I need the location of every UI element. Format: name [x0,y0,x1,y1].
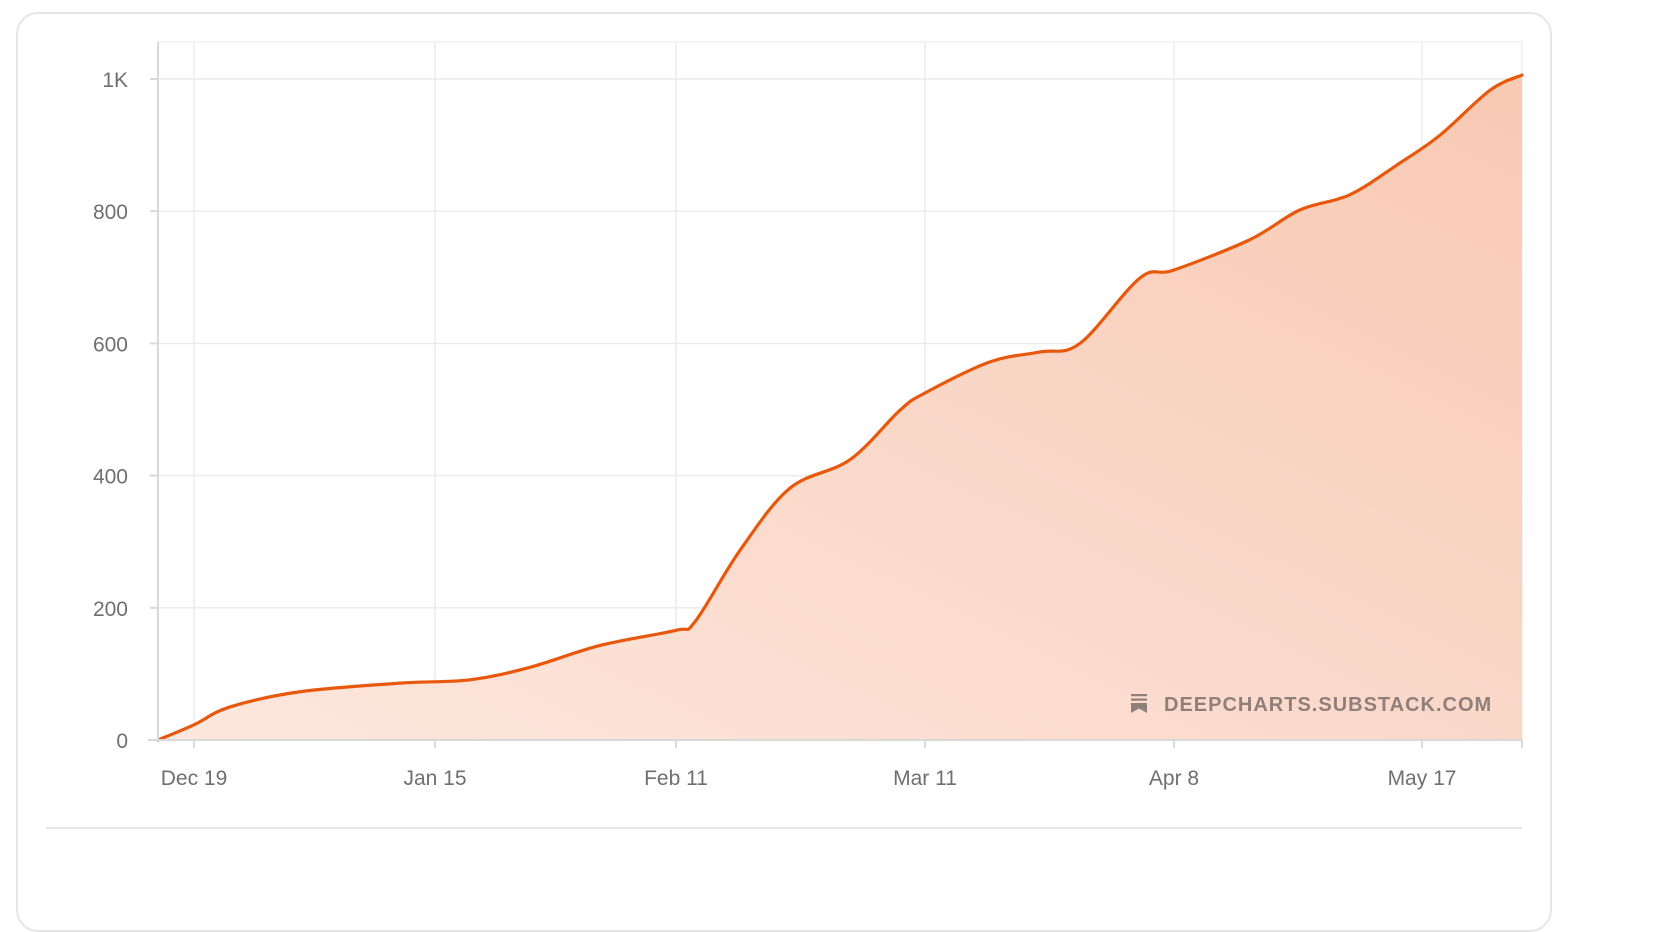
y-tick-label: 400 [93,466,128,489]
watermark: DEEPCHARTS.SUBSTACK.COM [1131,694,1492,716]
axes [148,42,1523,748]
y-tick-label: 0 [116,730,128,753]
x-tick-label: May 17 [1388,767,1457,790]
card-divider [46,827,1522,829]
y-tick-label: 200 [93,598,128,621]
y-tick-label: 600 [93,333,128,356]
x-axis-labels: Dec 19 Jan 15 Feb 11 Mar 11 Apr 8 May 17 [161,767,1457,790]
subscriber-area-chart: 0 200 400 600 800 1K Dec 19 Jan 15 Feb 11 Mar 11… [93,41,1524,790]
series-line [156,73,1524,742]
x-tick-label: Feb 11 [644,767,708,790]
x-tick-label: Dec 19 [161,767,228,790]
area-fill [158,75,1522,740]
substack-bookmark-icon [1131,694,1147,713]
watermark-text: DEEPCHARTS.SUBSTACK.COM [1164,694,1492,716]
y-tick-label: 1K [102,69,128,92]
x-tick-label: Mar 11 [893,767,957,790]
y-tick-label: 800 [93,201,128,224]
x-tick-label: Jan 15 [403,767,466,790]
y-axis-labels: 0 200 400 600 800 1K [93,69,128,753]
x-tick-label: Apr 8 [1149,767,1199,790]
